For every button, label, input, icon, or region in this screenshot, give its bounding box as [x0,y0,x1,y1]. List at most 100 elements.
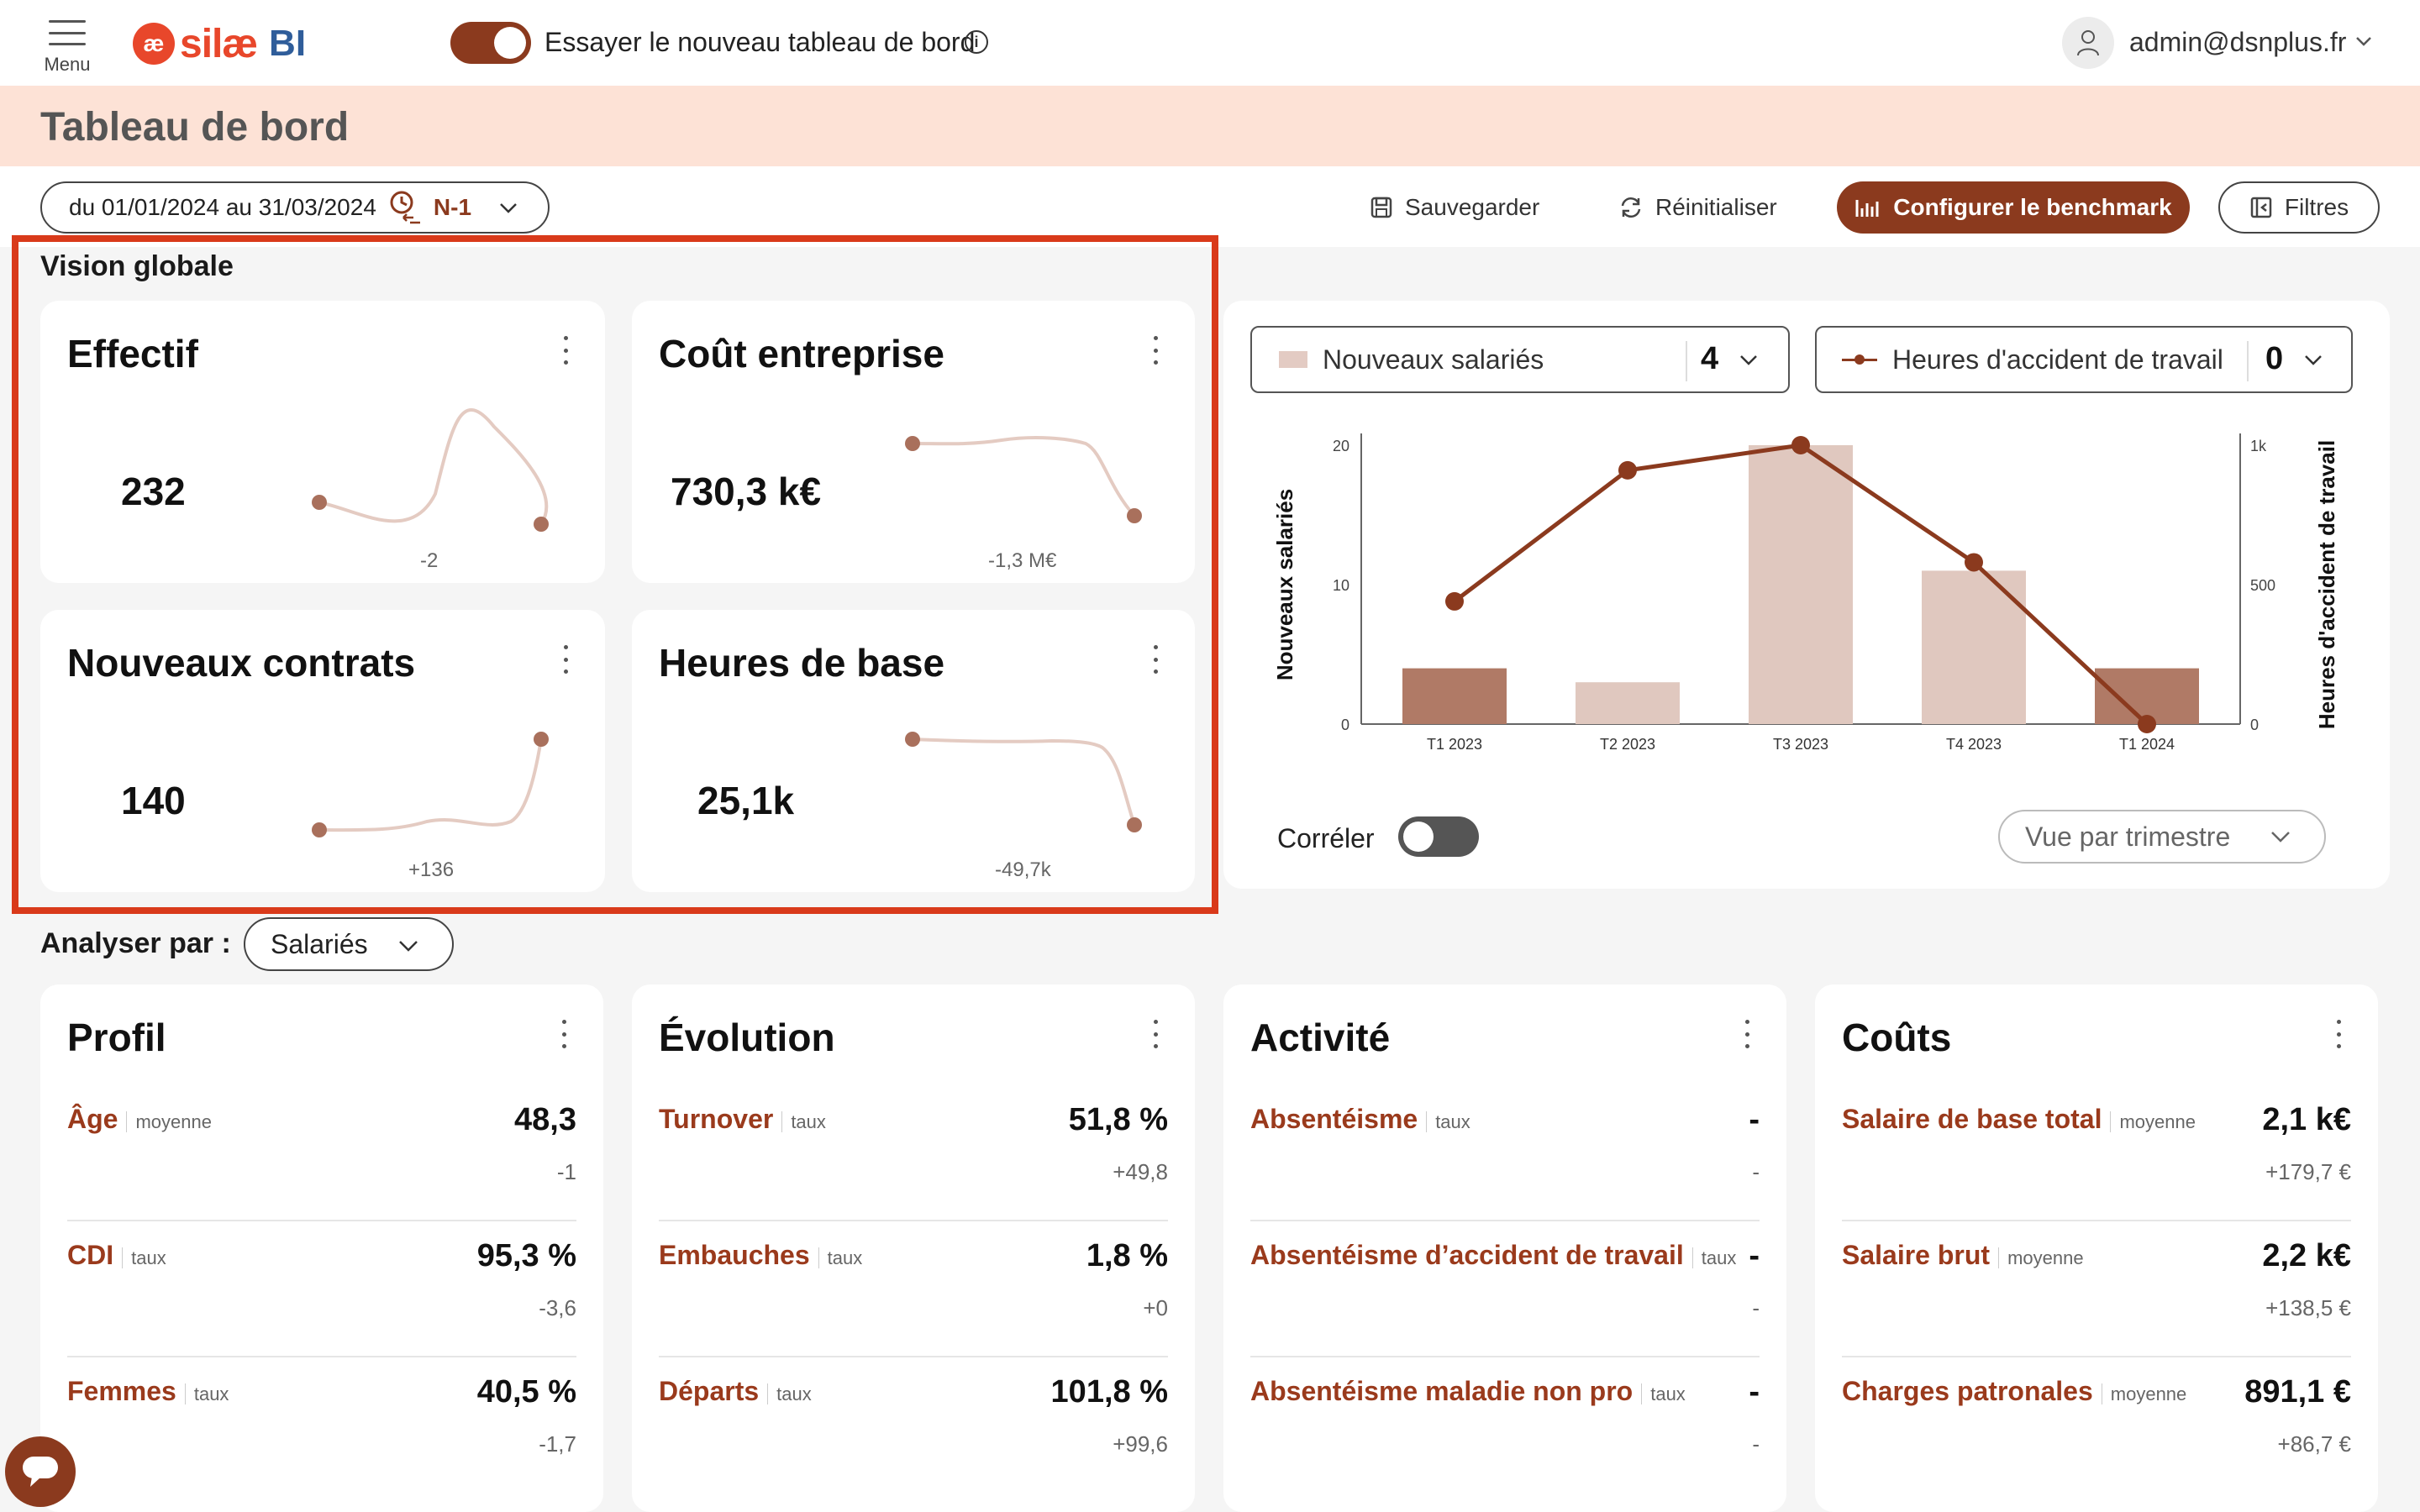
kpi-title: Coût entreprise [659,332,944,375]
chevron-down-icon [399,941,418,952]
x-tick-label: T1 2023 [1427,736,1482,753]
metric-delta: -1,7 [539,1431,576,1457]
correler-toggle[interactable] [1398,816,1479,857]
info-icon[interactable]: i [965,30,988,54]
more-options-icon[interactable] [2334,1020,2343,1048]
user-avatar-icon[interactable] [2062,17,2114,69]
analyser-label: Analyser par : [40,927,231,959]
card-title: Coûts [1842,1016,1952,1059]
metric-delta: +99,6 [1113,1431,1168,1457]
line-metric-selector[interactable]: Heures d'accident de travail 0 [1815,326,2353,393]
metric-value: 2,2 k€ [2262,1238,2351,1273]
metric-value: 1,8 % [1086,1238,1168,1273]
metric-unit: taux [781,1111,826,1132]
card-activite: Activité Absentéisme taux - - Absentéisme… [1223,984,1786,1512]
more-options-icon[interactable] [1151,645,1160,674]
metric-name[interactable]: Absentéisme taux [1250,1104,1470,1134]
date-range-selector[interactable]: du 01/01/2024 au 31/03/2024 N-1 [40,181,550,234]
line-legend-swatch [1842,351,1877,368]
new-dashboard-label: Essayer le nouveau tableau de bord [544,27,976,57]
logo: æ silæ BI [133,18,306,69]
metric-value: 101,8 % [1050,1374,1168,1410]
kpi-value: 140 [121,779,186,822]
metric-delta: - [1752,1431,1760,1457]
line-point-t3-2023 [1791,436,1810,454]
benchmark-label: Configurer le benchmark [1893,194,2172,220]
configure-benchmark-button[interactable]: Configurer le benchmark [1837,181,2190,234]
metric-name[interactable]: CDI taux [67,1240,166,1270]
metric-name[interactable]: Départs taux [659,1376,812,1406]
view-select[interactable]: Vue par trimestre [1998,810,2326,864]
more-options-icon[interactable] [560,1020,568,1048]
sparkline [905,732,1142,832]
more-options-icon[interactable] [1743,1020,1751,1048]
analyser-value: Salariés [271,928,368,959]
more-options-icon[interactable] [1151,336,1160,365]
view-select-value: Vue par trimestre [2025,821,2231,852]
metric-name[interactable]: Salaire de base total moyenne [1842,1104,2196,1134]
kpi-delta: -49,7k [995,858,1051,881]
line-point-t2-2023 [1618,460,1637,480]
more-options-icon[interactable] [1151,1020,1160,1048]
more-options-icon[interactable] [561,645,570,674]
metric-name[interactable]: Âge moyenne [67,1104,212,1134]
kpi-title: Nouveaux contrats [67,641,416,685]
y-tick-label: 0 [1341,717,1349,733]
metric-row: CDI taux 95,3 % -3,6 [67,1230,576,1366]
metric-row: Salaire brut moyenne 2,2 k€ +138,5 € [1842,1230,2351,1366]
y2-axis-label: Heures d'accident de travail [2314,440,2339,729]
top-bar [0,0,2420,86]
metric-name[interactable]: Absentéisme maladie non pro taux [1250,1376,1686,1406]
card-evolution: Évolution Turnover taux 51,8 % +49,8 Emba… [632,984,1195,1512]
metric-name[interactable]: Absentéisme d’accident de travail taux [1250,1240,1737,1270]
filters-button[interactable]: Filtres [2218,181,2380,234]
more-options-icon[interactable] [561,336,570,365]
bar-metric-selector[interactable]: Nouveaux salariés 4 [1250,326,1790,393]
user-email[interactable]: admin@dsnplus.fr [2129,27,2347,57]
y2-tick-label: 500 [2250,577,2275,594]
metric-name[interactable]: Femmes taux [67,1376,229,1406]
analyser-select[interactable]: Salariés [244,917,454,971]
new-dashboard-toggle[interactable] [450,22,531,64]
metric-unit: taux [767,1383,812,1404]
metric-delta: -1 [556,1159,576,1184]
kpi-card-heures-de-base[interactable]: Heures de base 25,1k -49,7k [632,610,1195,892]
kpi-card-nouveaux-contrats[interactable]: Nouveaux contrats 140 +136 [40,610,605,892]
metric-name[interactable]: Salaire brut moyenne [1842,1240,2084,1270]
metric-name[interactable]: Embauches taux [659,1240,863,1270]
metric-name[interactable]: Turnover taux [659,1104,826,1134]
metric-delta: - [1752,1159,1760,1184]
y2-tick-label: 1k [2250,438,2267,454]
comparison-label: N-1 [433,194,472,220]
card-couts: Coûts Salaire de base total moyenne 2,1 k… [1815,984,2378,1512]
save-button[interactable]: Sauvegarder [1370,181,1539,234]
chevron-down-icon [2305,355,2322,365]
reset-button[interactable]: Réinitialiser [1618,181,1777,234]
chevron-down-icon [500,203,517,213]
x-tick-label: T3 2023 [1773,736,1828,753]
metric-row: Femmes taux 40,5 % -1,7 [67,1366,576,1502]
kpi-card-effectif[interactable]: Effectif 232 -2 [40,301,605,583]
logo-suffix: BI [269,23,307,64]
chevron-down-icon [1740,355,1757,365]
metric-row: Turnover taux 51,8 % +49,8 [659,1094,1168,1230]
date-range-text: du 01/01/2024 au 31/03/2024 [69,194,376,220]
card-title: Activité [1250,1016,1391,1059]
filter-panel-icon [2250,197,2272,218]
kpi-title: Heures de base [659,641,945,685]
metric-delta: -3,6 [539,1295,576,1320]
chevron-down-icon[interactable] [2354,32,2373,50]
kpi-title: Effectif [67,332,198,375]
line-metric-count: 0 [2265,341,2284,376]
y-tick-label: 10 [1333,577,1349,594]
menu-button[interactable]: Menu [34,13,101,76]
line-point-t1-2023 [1445,591,1464,611]
kpi-value: 25,1k [697,779,795,822]
chat-button[interactable] [5,1436,76,1507]
x-tick-label: T1 2024 [2119,736,2175,753]
metric-name[interactable]: Charges patronales moyenne [1842,1376,2187,1406]
kpi-card-cout-entreprise[interactable]: Coût entreprise 730,3 k€ -1,3 M€ [632,301,1195,583]
metric-delta: +49,8 [1113,1159,1168,1184]
metric-delta: - [1752,1295,1760,1320]
menu-label: Menu [44,54,91,75]
